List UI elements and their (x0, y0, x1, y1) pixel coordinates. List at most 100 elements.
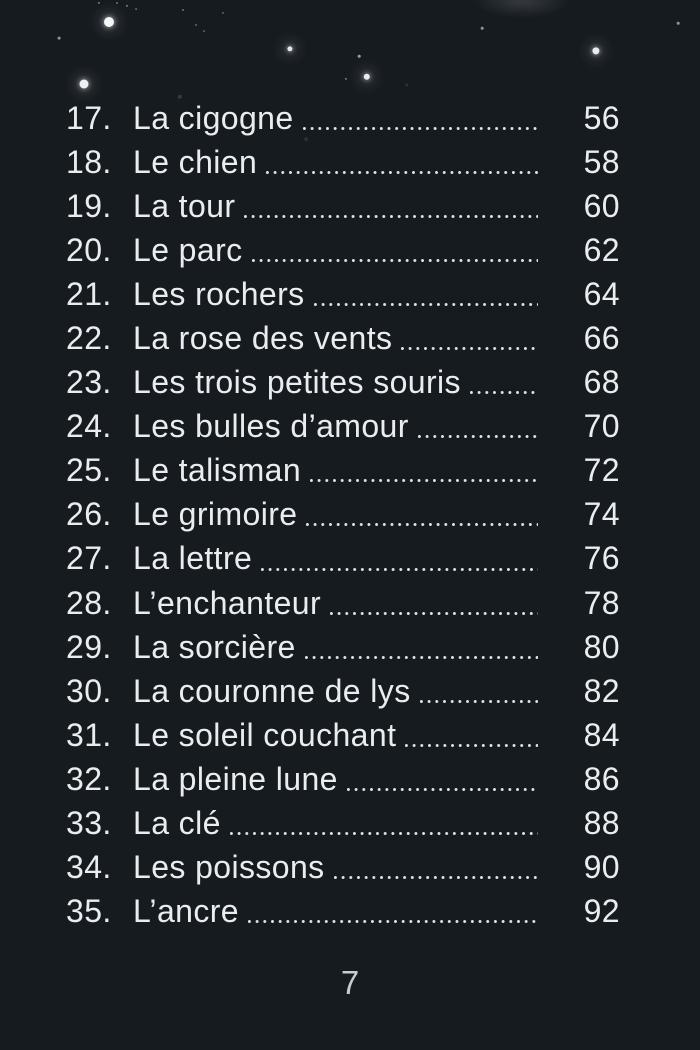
star-icon (363, 73, 371, 81)
toc-entry-title: La cigogne (133, 99, 294, 136)
toc-entry-page: 82 (583, 672, 620, 709)
toc-entry-number: 29. (66, 628, 112, 665)
dot-leader-icon (244, 184, 538, 229)
toc-entry-title: Le chien (133, 143, 258, 180)
star-icon (195, 24, 197, 26)
toc-entry-number: 25. (66, 452, 112, 489)
star-icon (125, 4, 129, 8)
toc-entry-title: Le soleil couchant (133, 716, 397, 753)
toc-row: 22. La rose des vents 66 (66, 316, 620, 361)
dot-leader-icon (306, 492, 538, 537)
toc-entry-number: 34. (66, 849, 112, 886)
star-icon (221, 11, 225, 15)
dot-leader-icon (261, 536, 538, 582)
toc-entry-number: 22. (66, 320, 112, 357)
toc-entry-number: 19. (66, 187, 112, 224)
toc-entry-title: La sorcière (133, 628, 296, 665)
toc-entry-title: La pleine lune (133, 760, 338, 797)
dot-leader-icon (302, 96, 538, 141)
toc-row: 18. Le chien 58 (66, 140, 620, 185)
toc-entry-page: 76 (583, 540, 620, 577)
dot-leader-icon (266, 140, 538, 185)
toc-entry-number: 24. (66, 408, 112, 445)
toc-row: 33. La clé 88 (66, 801, 620, 846)
toc-entry-number: 23. (66, 364, 112, 401)
toc-row: 24. Les bulles d’amour 70 (66, 404, 620, 449)
star-icon (177, 94, 183, 100)
dot-leader-icon (333, 845, 538, 890)
dot-leader-icon (330, 581, 538, 626)
toc-list: 17. La cigogne 56 18. Le chien 58 19. La… (66, 96, 620, 934)
toc-entry-number: 31. (66, 716, 112, 753)
star-icon (287, 46, 293, 52)
dot-leader-icon (401, 316, 538, 361)
toc-entry-title: Les rochers (133, 275, 305, 312)
toc-entry-number: 32. (66, 760, 112, 797)
toc-entry-page: 58 (583, 143, 620, 180)
page-number: 7 (340, 964, 360, 1001)
toc-entry-page: 60 (583, 187, 620, 224)
toc-entry-title: Le grimoire (133, 496, 298, 533)
toc-entry-page: 66 (583, 320, 620, 357)
toc-entry-page: 80 (583, 628, 620, 665)
toc-row: 35. L’ancre 92 (66, 889, 620, 934)
star-icon (357, 54, 361, 58)
toc-entry-title: La couronne de lys (133, 672, 411, 709)
star-icon (676, 21, 680, 25)
toc-row: 31. Le soleil couchant 84 (66, 713, 620, 758)
toc-entry-number: 17. (66, 99, 112, 136)
toc-entry-page: 74 (583, 496, 620, 533)
dot-leader-icon (469, 360, 538, 405)
dot-leader-icon (313, 272, 538, 317)
toc-entry-number: 21. (66, 275, 112, 312)
star-icon (57, 36, 61, 40)
toc-entry-page: 56 (583, 99, 620, 136)
toc-row: 25. Le talisman 72 (66, 448, 620, 493)
toc-entry-title: La tour (133, 187, 236, 224)
toc-entry-title: La lettre (133, 540, 253, 577)
toc-row: 20. Le parc 62 (66, 228, 620, 273)
dot-leader-icon (304, 625, 538, 670)
toc-row: 21. Les rochers 64 (66, 272, 620, 317)
toc-entry-number: 33. (66, 805, 112, 842)
sky-glow (472, 0, 572, 18)
dot-leader-icon (251, 228, 538, 273)
dot-leader-icon (310, 448, 538, 493)
toc-entry-page: 92 (583, 893, 620, 930)
star-icon (182, 9, 184, 11)
toc-entry-page: 86 (583, 760, 620, 797)
toc-row: 23. Les trois petites souris 68 (66, 360, 620, 405)
toc-entry-number: 35. (66, 893, 112, 930)
dot-leader-icon (229, 801, 538, 846)
star-icon (480, 26, 484, 30)
star-icon (104, 17, 114, 27)
toc-entry-title: Le talisman (133, 452, 302, 489)
toc-entry-page: 62 (583, 231, 620, 268)
dot-leader-icon (417, 404, 538, 449)
toc-entry-page: 90 (583, 849, 620, 886)
toc-entry-number: 30. (66, 672, 112, 709)
star-icon (405, 83, 409, 87)
toc-entry-title: L’ancre (133, 893, 239, 930)
toc-entry-page: 84 (583, 716, 620, 753)
toc-entry-number: 18. (66, 143, 112, 180)
toc-row: 30. La couronne de lys 82 (66, 669, 620, 714)
toc-entry-title: L’enchanteur (133, 584, 322, 621)
toc-entry-title: La clé (133, 805, 221, 842)
toc-entry-number: 26. (66, 496, 112, 533)
toc-entry-number: 27. (66, 540, 112, 577)
toc-row: 28. L’enchanteur 78 (66, 581, 620, 626)
toc-entry-page: 70 (583, 408, 620, 445)
toc-row: 19. La tour 60 (66, 184, 620, 229)
toc-row: 17. La cigogne 56 (66, 96, 620, 141)
toc-row: 27. La lettre 76 (66, 536, 620, 582)
star-icon (116, 2, 118, 4)
toc-entry-page: 72 (583, 452, 620, 489)
star-icon (203, 30, 205, 32)
star-icon (79, 79, 89, 89)
toc-entry-page: 68 (583, 364, 620, 401)
toc-entry-title: Les poissons (133, 849, 325, 886)
dot-leader-icon (346, 757, 538, 802)
star-icon (97, 1, 101, 5)
